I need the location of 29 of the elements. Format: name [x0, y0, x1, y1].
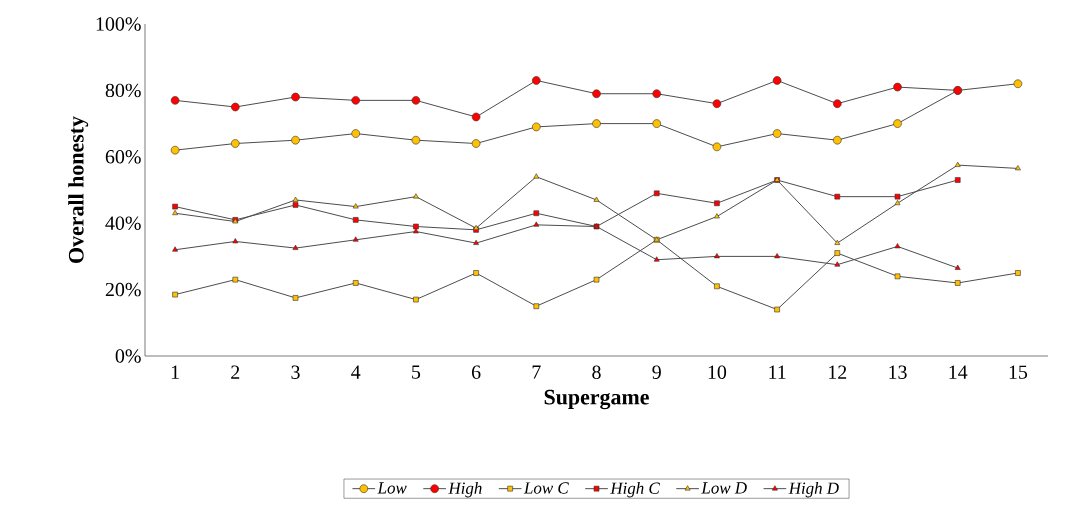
y-tick-label: 60%: [105, 150, 141, 164]
legend-label: High D: [788, 482, 839, 498]
x-tick-label: 15: [1009, 365, 1028, 379]
x-tick-label: 11: [769, 365, 786, 379]
x-tick-label: 6: [471, 365, 481, 379]
y-tick-label: 100%: [96, 17, 141, 31]
x-tick-label: 5: [412, 365, 421, 379]
x-axis-title: Supergame: [544, 389, 649, 410]
y-tick-label: 20%: [105, 282, 141, 297]
y-tick-label: 40%: [105, 216, 141, 230]
legend-label: High: [448, 482, 482, 498]
x-tick-label: 2: [231, 365, 240, 379]
legend-label: Low: [377, 482, 407, 494]
x-tick-label: 14: [949, 365, 968, 379]
x-tick-label: 13: [889, 365, 907, 379]
x-tick-label: 7: [532, 365, 541, 379]
x-tick-label: 8: [592, 365, 601, 379]
y-tick-label: 0%: [115, 349, 141, 363]
x-tick-label: 10: [708, 365, 727, 379]
x-tick-label: 9: [652, 365, 661, 379]
y-axis-title: Overall honesty: [68, 116, 89, 263]
x-tick-label: 3: [291, 365, 300, 379]
x-tick-label: 12: [829, 365, 847, 379]
legend-label: Low C: [523, 482, 569, 494]
x-tick-label: 1: [171, 365, 179, 379]
x-tick-label: 4: [351, 365, 361, 379]
y-tick-label: 80%: [105, 83, 141, 98]
legend-label: Low D: [701, 482, 747, 494]
legend-label: High C: [610, 482, 660, 498]
